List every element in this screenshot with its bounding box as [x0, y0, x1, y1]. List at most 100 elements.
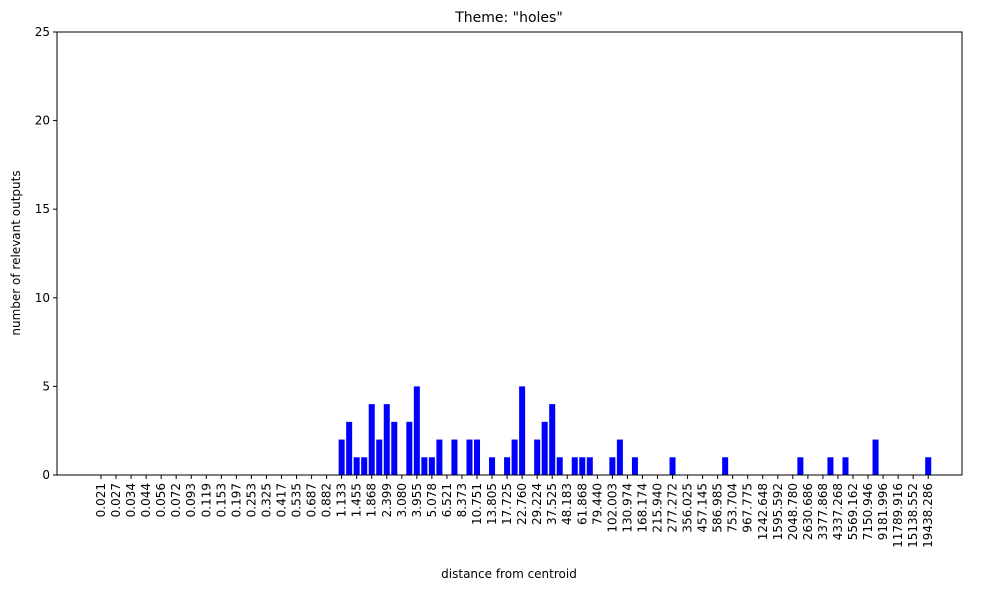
chart-title: Theme: "holes" — [454, 10, 563, 26]
y-tick-label: 20 — [35, 114, 50, 128]
x-tick-label: 967.775 — [741, 483, 755, 533]
x-tick-label: 15138.552 — [906, 483, 920, 548]
x-tick-label: 11789.916 — [891, 483, 905, 548]
x-tick-label: 3.080 — [395, 483, 409, 517]
x-tick-label: 1242.648 — [756, 483, 770, 540]
x-tick-label: 0.044 — [139, 483, 153, 517]
bar — [586, 457, 593, 475]
bar — [571, 457, 578, 475]
y-tick-label: 25 — [35, 25, 50, 39]
bar — [534, 439, 541, 475]
x-tick-label: 22.760 — [515, 483, 529, 525]
x-tick-label: 79.440 — [590, 483, 604, 525]
x-tick-label: 0.197 — [229, 483, 243, 517]
x-tick-label: 9181.996 — [876, 483, 890, 540]
bar — [451, 439, 458, 475]
x-tick-label: 1595.592 — [771, 483, 785, 540]
x-tick-label: 0.072 — [169, 483, 183, 517]
bar — [346, 421, 353, 475]
x-tick-label: 2048.780 — [786, 483, 800, 540]
bar — [473, 439, 481, 475]
x-tick-label: 2630.686 — [801, 483, 815, 540]
bar — [797, 457, 804, 475]
y-tick-label: 15 — [35, 202, 50, 216]
x-tick-label: 0.027 — [109, 483, 123, 517]
x-axis-label: distance from centroid — [441, 567, 577, 581]
x-tick-label: 17.725 — [500, 483, 514, 525]
x-tick-label: 29.224 — [530, 483, 544, 525]
bar — [421, 457, 428, 475]
x-tick-label: 13.805 — [485, 483, 499, 525]
x-tick-label: 356.025 — [681, 483, 695, 533]
x-tick-label: 3377.868 — [816, 483, 830, 540]
x-tick-label: 130.974 — [620, 483, 634, 533]
bar — [511, 439, 518, 475]
x-tick-label: 1.133 — [335, 483, 349, 517]
x-tick-label: 0.325 — [259, 483, 273, 517]
x-tick-label: 0.034 — [124, 483, 138, 517]
x-tick-label: 457.145 — [696, 483, 710, 533]
bar — [631, 457, 638, 475]
x-tick-label: 586.985 — [711, 483, 725, 533]
x-tick-label: 8.373 — [455, 483, 469, 517]
x-tick-label: 0.882 — [320, 483, 334, 517]
bar — [338, 439, 345, 475]
bar — [376, 439, 383, 475]
x-tick-label: 1.868 — [365, 483, 379, 517]
x-tick-label: 168.174 — [635, 483, 649, 533]
bar — [722, 457, 729, 475]
x-tick-label: 7150.946 — [861, 483, 875, 540]
bar — [353, 457, 360, 475]
bar — [504, 457, 511, 475]
x-tick-label: 0.056 — [154, 483, 168, 517]
x-tick-label: 0.153 — [214, 483, 228, 517]
x-tick-label: 37.525 — [545, 483, 559, 525]
bar — [413, 386, 420, 475]
x-tick-label: 0.253 — [244, 483, 258, 517]
bar — [489, 457, 496, 475]
x-tick-label: 0.119 — [199, 483, 213, 517]
bar — [872, 439, 879, 475]
y-axis-label: number of relevant outputs — [9, 170, 23, 335]
x-tick-label: 0.417 — [274, 483, 288, 517]
x-tick-label: 5.078 — [425, 483, 439, 517]
bar — [368, 404, 375, 475]
bar — [541, 421, 548, 475]
y-tick-label: 10 — [35, 291, 50, 305]
bar — [391, 421, 398, 475]
x-tick-label: 0.687 — [305, 483, 319, 517]
x-tick-label: 277.272 — [666, 483, 680, 533]
bar — [925, 457, 932, 475]
bar — [466, 439, 473, 475]
bar — [827, 457, 834, 475]
bar — [842, 457, 849, 475]
x-tick-label: 0.093 — [184, 483, 198, 517]
x-tick-label: 48.183 — [560, 483, 574, 525]
x-tick-label: 215.940 — [650, 483, 664, 533]
x-tick-label: 3.955 — [410, 483, 424, 517]
bar — [609, 457, 616, 475]
x-tick-label: 0.021 — [94, 483, 108, 517]
bar — [616, 439, 623, 475]
bar — [361, 457, 368, 475]
x-tick-label: 2.399 — [380, 483, 394, 517]
x-tick-label: 19438.286 — [921, 483, 935, 548]
bar — [519, 386, 526, 475]
plot-frame — [56, 31, 963, 476]
x-tick-label: 61.868 — [575, 483, 589, 525]
bar — [549, 404, 556, 475]
bar — [428, 457, 435, 475]
bar — [436, 439, 443, 475]
x-tick-label: 10.751 — [470, 483, 484, 525]
bar — [556, 457, 563, 475]
bar — [383, 404, 390, 475]
x-tick-label: 753.704 — [726, 483, 740, 533]
x-tick-label: 102.003 — [605, 483, 619, 533]
x-tick-label: 4337.268 — [831, 483, 845, 540]
bar — [579, 457, 586, 475]
x-tick-label: 0.535 — [290, 483, 304, 517]
x-tick-label: 5569.162 — [846, 483, 860, 540]
bar — [669, 457, 676, 475]
bar — [406, 421, 413, 475]
